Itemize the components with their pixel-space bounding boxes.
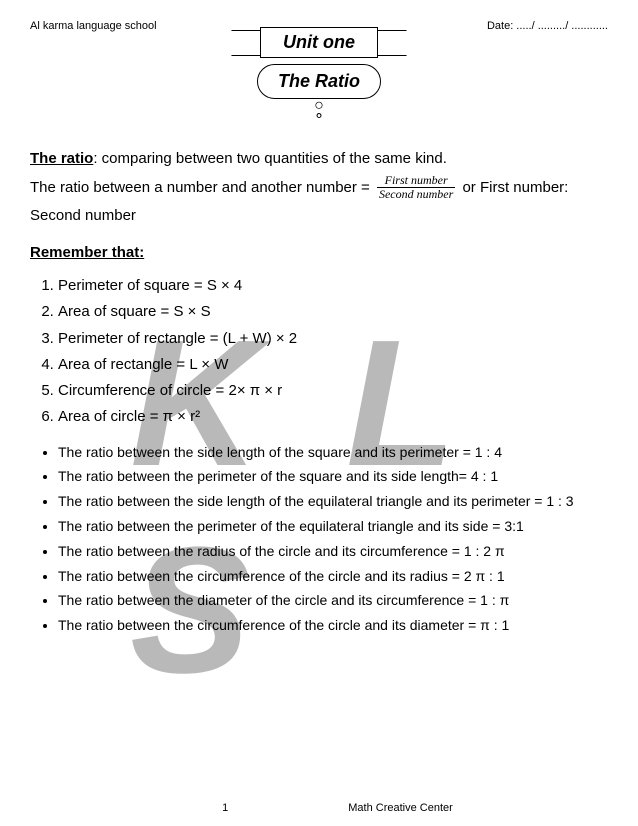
formula-item: Area of rectangle = L × W — [58, 352, 608, 378]
date-field: Date: ...../ ........./ ............ — [487, 20, 608, 32]
topic-cloud: The Ratio — [257, 64, 381, 99]
formula-item: Perimeter of rectangle = (L + W) × 2 — [58, 326, 608, 352]
definition-text: : comparing between two quantities of th… — [93, 150, 447, 167]
fraction-denominator: Second number — [377, 188, 455, 201]
formula-item: Area of circle = π × r² — [58, 404, 608, 430]
formula-line: The ratio between a number and another n… — [30, 174, 608, 231]
bullet-item: The ratio between the circumference of t… — [58, 565, 608, 589]
page: Al karma language school Date: ...../ ..… — [0, 0, 638, 649]
topic-label: The Ratio — [278, 71, 360, 91]
definition-label: The ratio — [30, 150, 93, 167]
bullet-item: The ratio between the circumference of t… — [58, 614, 608, 638]
bullet-item: The ratio between the side length of the… — [58, 441, 608, 465]
formula-list: Perimeter of square = S × 4 Area of squa… — [40, 273, 608, 431]
definition-line: The ratio: comparing between two quantit… — [30, 145, 608, 174]
bullet-item: The ratio between the diameter of the ci… — [58, 589, 608, 613]
formula-item: Circumference of circle = 2× π × r — [58, 378, 608, 404]
remember-heading: Remember that: — [30, 239, 608, 268]
unit-banner: Unit one — [260, 27, 378, 58]
bullet-item: The ratio between the perimeter of the e… — [58, 515, 608, 539]
footer: 1 Math Creative Center — [0, 802, 638, 814]
bullet-item: The ratio between the side length of the… — [58, 490, 608, 514]
footer-center: Math Creative Center — [348, 802, 453, 814]
unit-label: Unit one — [283, 32, 355, 52]
formula-item: Area of square = S × S — [58, 299, 608, 325]
ratio-bullets: The ratio between the side length of the… — [36, 441, 608, 638]
bullet-item: The ratio between the radius of the circ… — [58, 540, 608, 564]
formula-item: Perimeter of square = S × 4 — [58, 273, 608, 299]
formula-intro: The ratio between a number and another n… — [30, 179, 374, 196]
content: The ratio: comparing between two quantit… — [30, 145, 608, 638]
fraction: First number Second number — [377, 174, 455, 201]
fraction-numerator: First number — [377, 174, 455, 188]
page-number: 1 — [185, 802, 265, 814]
bullet-item: The ratio between the perimeter of the s… — [58, 465, 608, 489]
school-name: Al karma language school — [30, 20, 157, 32]
cloud-tail-icon: ○∘ — [30, 101, 608, 120]
title-block: Unit one The Ratio ○∘ — [30, 27, 608, 120]
